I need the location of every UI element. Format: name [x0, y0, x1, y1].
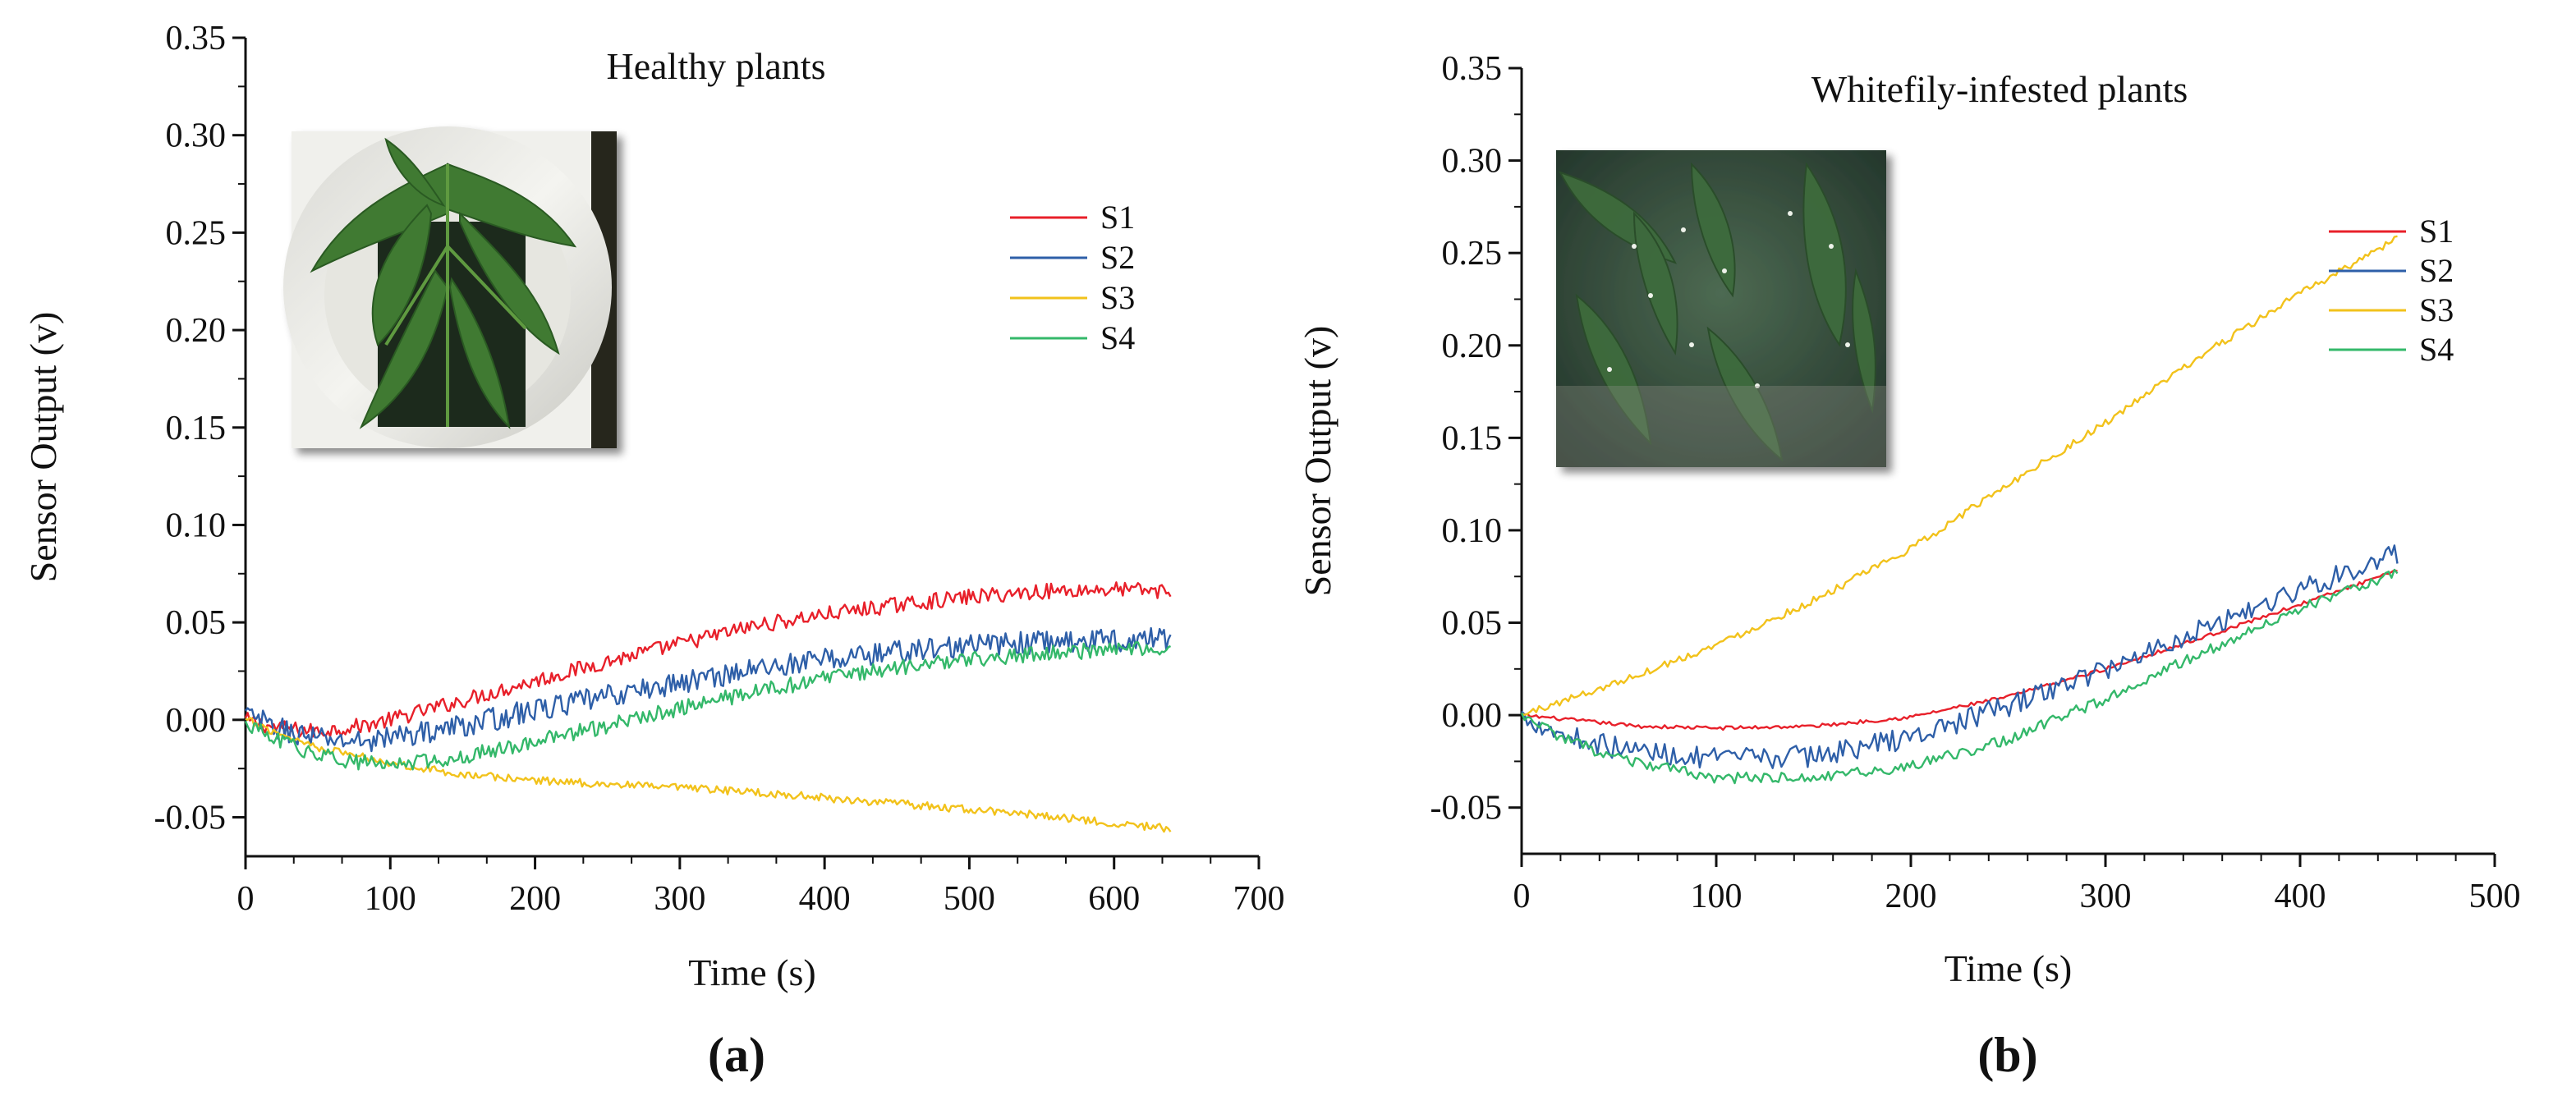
y-tick-label: 0.00 [166, 702, 227, 740]
x-tick-label: 100 [365, 880, 416, 918]
y-tick-label: -0.05 [1430, 790, 1503, 828]
x-tick-label: 500 [2469, 878, 2521, 915]
chart-panel-a: Healthy plants 0 100 200 300 400 500 60 [22, 20, 1285, 1082]
x-tick-label: 500 [944, 880, 995, 918]
chart-title-a: Healthy plants [607, 45, 826, 87]
y-tick-label: 0.15 [166, 410, 227, 447]
y-tick-label: 0.25 [1442, 235, 1503, 273]
series-line-s2 [1521, 544, 2399, 769]
legend-label-s2: S2 [1100, 239, 1135, 276]
series-line-s4 [244, 641, 1172, 771]
legend-label-s1: S1 [2419, 213, 2454, 250]
y-tick-label: 0.10 [1442, 512, 1503, 550]
series-line-s3 [245, 717, 1172, 833]
y-tick-label: 0.25 [166, 214, 227, 252]
panel-label-a: (a) [708, 1028, 765, 1082]
x-tick-label: 400 [799, 880, 851, 918]
y-tick-label: 0.00 [1442, 697, 1503, 735]
inset-photo-healthy [283, 126, 617, 448]
x-tick-label: 200 [1885, 878, 1937, 915]
x-tick-label: 300 [654, 880, 705, 918]
series-line-s4 [1520, 568, 2399, 785]
inset-photo-infested [1556, 150, 1886, 467]
y-tick-label: 0.35 [1442, 50, 1503, 88]
x-tick-label: 600 [1088, 880, 1140, 918]
series-line-s3 [1521, 235, 2398, 716]
panel-label-b: (b) [1977, 1028, 2037, 1082]
y-tick-label: -0.05 [154, 800, 227, 837]
legend-label-s3: S3 [1100, 279, 1135, 316]
axes-a: 0 100 200 300 400 500 600 700 0.35 0.30 0.25 0.20 0.… [22, 20, 1285, 993]
x-tick-label: 700 [1233, 880, 1285, 918]
y-tick-label: 0.05 [1442, 605, 1503, 643]
x-tick-label: 0 [237, 880, 255, 918]
y-axis-title: Sensor Output (v) [1297, 326, 1339, 597]
series-line-s2 [245, 626, 1172, 753]
x-axis-title: Time (s) [688, 951, 816, 993]
chart-title-b: Whitefily-infested plants [1811, 68, 2188, 110]
y-tick-label: 0.10 [166, 507, 227, 544]
series-line-s1 [244, 581, 1172, 738]
y-tick-label: 0.35 [166, 20, 227, 57]
x-axis-title: Time (s) [1945, 947, 2073, 989]
x-tick-label: 100 [1691, 878, 1743, 915]
y-tick-label: 0.20 [166, 312, 227, 350]
chart-panel-b: Whitefily-infested plants 0 100 200 300 [1297, 50, 2521, 1082]
x-tick-label: 0 [1513, 878, 1531, 915]
legend-label-s2: S2 [2419, 252, 2454, 289]
legend-label-s1: S1 [1100, 199, 1135, 236]
x-tick-label: 300 [2080, 878, 2132, 915]
y-tick-label: 0.20 [1442, 328, 1503, 365]
series-line-s1 [1521, 569, 2398, 731]
plot-area-a [244, 581, 1172, 833]
y-tick-label: 0.15 [1442, 420, 1503, 457]
x-tick-label: 400 [2275, 878, 2326, 915]
y-tick-label: 0.05 [166, 604, 227, 642]
x-tick-label: 200 [509, 880, 561, 918]
plot-area-b [1520, 235, 2399, 785]
y-tick-label: 0.30 [1442, 143, 1503, 181]
legend-label-s4: S4 [2419, 331, 2454, 368]
axes-b: 0 100 200 300 400 500 0.35 0.30 0.25 0.20 0.15 0.10… [1297, 50, 2521, 989]
y-axis-title: Sensor Output (v) [22, 312, 64, 583]
y-tick-label: 0.30 [166, 117, 227, 155]
legend-label-s3: S3 [2419, 291, 2454, 328]
legend-label-s4: S4 [1100, 319, 1135, 356]
